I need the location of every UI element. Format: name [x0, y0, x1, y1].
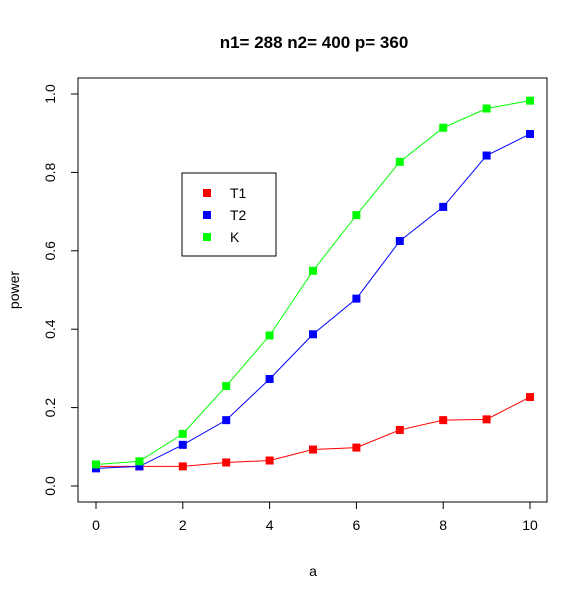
- y-axis: 0.0 0.2 0.4 0.6 0.8 1.0: [42, 84, 79, 496]
- chart-title: n1= 288 n2= 400 p= 360: [220, 33, 409, 52]
- data-point-k: [92, 460, 100, 469]
- y-tick-label: 0.2: [42, 398, 58, 418]
- data-point-t2: [178, 440, 187, 449]
- x-axis: 0 2 4 6 8 10: [92, 501, 538, 533]
- series-layer: [92, 96, 534, 473]
- x-tick-label: 10: [522, 517, 538, 533]
- data-point-k: [222, 382, 231, 391]
- legend-label-k: K: [230, 229, 240, 245]
- data-point-t1: [526, 393, 534, 402]
- data-point-k: [439, 123, 448, 132]
- data-point-k: [352, 211, 361, 220]
- series-line-k: [95, 100, 531, 465]
- data-point-t1: [439, 416, 448, 425]
- data-point-k: [135, 457, 144, 466]
- data-point-t1: [482, 415, 491, 424]
- data-point-t1: [309, 445, 317, 454]
- data-point-t1: [352, 443, 361, 452]
- legend-marker-k: [203, 233, 211, 241]
- data-point-t2: [135, 462, 144, 471]
- plot-frame: [77, 77, 548, 503]
- data-point-t2: [439, 202, 448, 211]
- data-point-k: [395, 157, 404, 166]
- data-point-t2: [526, 129, 534, 138]
- data-point-t2: [395, 237, 404, 245]
- legend: T1 T2 K: [181, 172, 277, 257]
- data-point-t2: [265, 374, 274, 383]
- data-point-t2: [309, 330, 317, 339]
- data-point-t2: [352, 294, 361, 303]
- x-axis-label: a: [309, 563, 317, 579]
- legend-marker-t1: [203, 189, 211, 197]
- data-point-t2: [222, 416, 231, 425]
- x-tick-label: 0: [92, 517, 100, 533]
- series-t2: [92, 129, 534, 473]
- data-point-k: [526, 96, 534, 105]
- legend-marker-t2: [203, 211, 211, 219]
- series-t1: [92, 393, 534, 471]
- legend-label-t1: T1: [230, 185, 247, 201]
- x-tick-label: 4: [266, 517, 274, 533]
- data-point-k: [265, 331, 274, 340]
- data-point-t1: [178, 462, 187, 471]
- data-point-k: [309, 266, 317, 275]
- series-k: [92, 96, 534, 469]
- legend-box: [181, 172, 277, 257]
- data-point-t1: [395, 425, 404, 434]
- x-tick-label: 6: [353, 517, 361, 533]
- data-point-k: [482, 104, 491, 113]
- y-tick-label: 1.0: [42, 84, 58, 104]
- y-tick-label: 0.4: [42, 319, 58, 339]
- y-axis-label: power: [6, 271, 22, 309]
- y-tick-label: 0.0: [42, 476, 58, 496]
- legend-label-t2: T2: [230, 207, 247, 223]
- data-point-t1: [265, 456, 274, 465]
- data-point-t2: [482, 151, 491, 160]
- series-line-t2: [95, 133, 531, 469]
- y-tick-label: 0.8: [42, 162, 58, 182]
- data-point-t1: [222, 458, 231, 467]
- y-tick-label: 0.6: [42, 241, 58, 261]
- x-tick-label: 8: [439, 517, 447, 533]
- x-tick-label: 2: [179, 517, 187, 533]
- data-point-k: [178, 429, 187, 438]
